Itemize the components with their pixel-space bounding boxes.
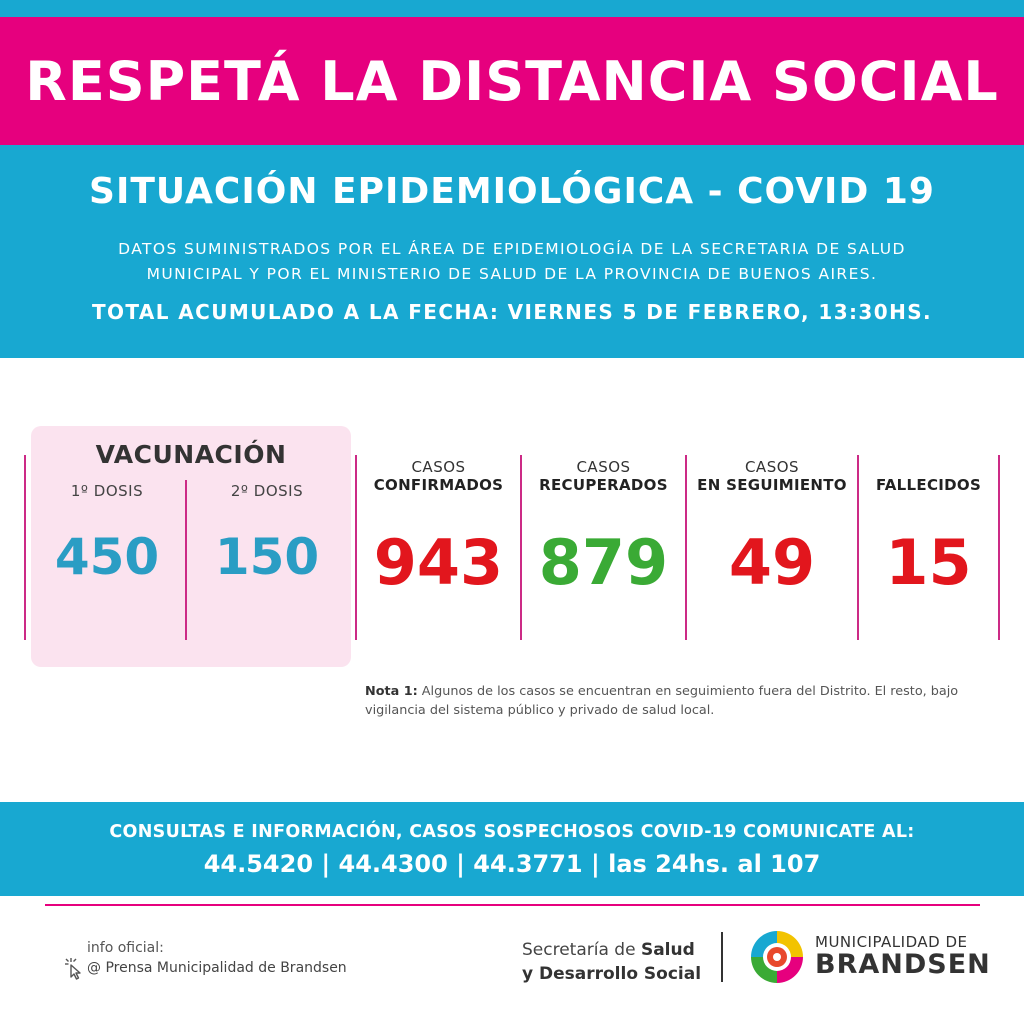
divider-4 <box>857 455 859 640</box>
dose2-value: 150 <box>214 528 320 586</box>
divider-3 <box>685 455 687 640</box>
municipality-logo-icon <box>751 931 803 983</box>
dose2-label: 2º DOSIS <box>230 482 304 500</box>
secretaria-prefix: Secretaría de <box>522 940 641 960</box>
contact-heading: CONSULTAS E INFORMACIÓN, CASOS SOSPECHOS… <box>109 822 915 842</box>
top-strip <box>0 0 1024 17</box>
stat-confirmed-value: 943 <box>373 526 504 599</box>
contact-phones: 44.5420 | 44.4300 | 44.3771 | las 24hs. … <box>203 850 821 878</box>
stat-deceased-line1 <box>859 458 998 476</box>
info-oficial-label: info oficial: <box>87 940 164 956</box>
stat-deceased: FALLECIDOS 15 <box>859 458 998 599</box>
note: Nota 1: Algunos de los casos se encuentr… <box>365 682 995 720</box>
header-title: SITUACIÓN EPIDEMIOLÓGICA - COVID 19 <box>89 171 935 212</box>
secretaria-bold1: Salud <box>640 940 695 960</box>
stat-monitoring-value: 49 <box>728 526 816 599</box>
municipality-name-line2: BRANDSEN <box>815 949 991 980</box>
vaccination-title: VACUNACIÓN <box>95 440 287 469</box>
footer-separator <box>45 904 980 906</box>
divider-1 <box>355 455 357 640</box>
stat-monitoring: CASOS EN SEGUIMIENTO 49 <box>687 458 857 599</box>
divider-2 <box>520 455 522 640</box>
header-description: DATOS SUMINISTRADOS POR EL ÁREA DE EPIDE… <box>0 237 1024 287</box>
dose1-column: 1º DOSIS 450 <box>31 482 183 586</box>
stat-recovered-line1: CASOS <box>576 458 631 476</box>
stat-monitoring-line1: CASOS <box>744 458 800 476</box>
dose2-column: 2º DOSIS 150 <box>191 482 343 586</box>
secretaria-text: Secretaría de Salud y Desarrollo Social <box>522 938 701 986</box>
divider-right <box>998 455 1000 640</box>
stat-confirmed-line2: CONFIRMADOS <box>373 476 504 494</box>
stat-recovered-line2: RECUPERADOS <box>539 476 668 494</box>
secretaria-bold2: y Desarrollo Social <box>522 964 702 984</box>
cursor-click-icon <box>65 958 81 980</box>
dose1-value: 450 <box>54 528 160 586</box>
footer-divider <box>721 932 723 982</box>
stat-recovered: CASOS RECUPERADOS 879 <box>522 458 685 599</box>
municipality-name-line1: MUNICIPALIDAD DE <box>815 933 968 951</box>
header-desc-line1: DATOS SUMINISTRADOS POR EL ÁREA DE EPIDE… <box>118 240 906 258</box>
stat-monitoring-line2: EN SEGUIMIENTO <box>697 476 847 494</box>
stat-recovered-value: 879 <box>538 526 669 599</box>
stat-confirmed: CASOS CONFIRMADOS 943 <box>357 458 520 599</box>
divider-vaccination <box>185 480 187 640</box>
header-desc-line2: MUNICIPAL Y POR EL MINISTERIO DE SALUD D… <box>146 265 878 283</box>
stat-deceased-line2: FALLECIDOS <box>875 476 982 494</box>
dose1-label: 1º DOSIS <box>70 482 144 500</box>
note-text: Algunos de los casos se encuentran en se… <box>365 684 959 718</box>
stat-confirmed-line1: CASOS <box>411 458 466 476</box>
contact-bar: CONSULTAS E INFORMACIÓN, CASOS SOSPECHOS… <box>0 802 1024 896</box>
note-label: Nota 1: <box>365 684 418 699</box>
vaccination-panel: VACUNACIÓN 1º DOSIS 450 2º DOSIS 150 <box>31 426 351 667</box>
banner: RESPETÁ LA DISTANCIA SOCIAL <box>0 17 1024 145</box>
header-date: TOTAL ACUMULADO A LA FECHA: VIERNES 5 DE… <box>91 300 933 324</box>
info-oficial-source[interactable]: @ Prensa Municipalidad de Brandsen <box>87 960 347 976</box>
divider-left <box>24 455 26 640</box>
stat-deceased-value: 15 <box>885 526 972 599</box>
header: SITUACIÓN EPIDEMIOLÓGICA - COVID 19 DATO… <box>0 145 1024 358</box>
banner-title: RESPETÁ LA DISTANCIA SOCIAL <box>25 49 999 113</box>
